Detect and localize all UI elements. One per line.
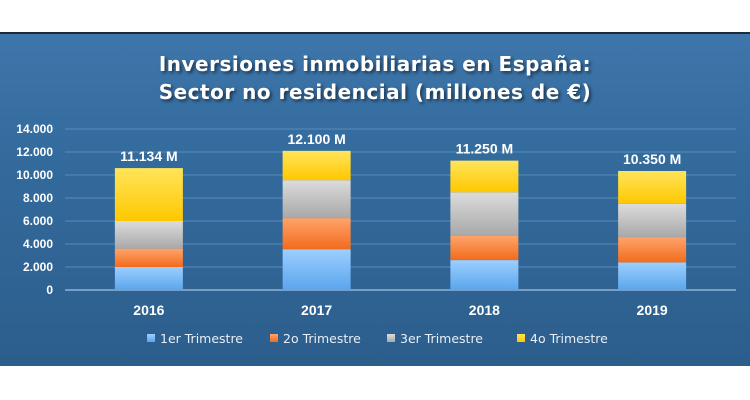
legend-label: 1er Trimestre	[160, 331, 243, 346]
y-tick-label: 10.000	[16, 168, 53, 182]
bar-stack-2018	[450, 160, 519, 290]
y-axis-ticks: 0 2.000 4.000 6.000 8.000 10.000 12.000 14.000	[16, 122, 53, 297]
bar-segment-2016-q1	[114, 267, 183, 290]
bar-segment-2016-q4	[114, 168, 183, 221]
legend-swatch	[517, 334, 525, 342]
legend-label: 3er Trimestre	[400, 331, 483, 346]
bars	[114, 150, 687, 290]
x-axis-ticks: 2016 2017 2018 2019	[133, 302, 668, 318]
x-tick-label: 2016	[133, 302, 164, 318]
legend-item-q4: 4o Trimestre	[517, 331, 608, 346]
bar-segment-2019-q4	[618, 170, 687, 204]
bar-segment-2018-q2	[450, 235, 519, 261]
y-tick-label: 8.000	[23, 191, 53, 205]
chart-title-line1: Inversiones inmobiliarias en España:	[158, 52, 592, 76]
bar-segment-2017-q2	[282, 218, 351, 250]
x-tick-label: 2019	[637, 302, 668, 318]
bar-segment-2016-q3	[114, 221, 183, 249]
bar-segment-2019-q3	[618, 203, 687, 238]
bar-segment-2018-q4	[450, 160, 519, 193]
legend-item-q3: 3er Trimestre	[387, 331, 483, 346]
stacked-bar-chart: 02.0004.0006.0008.00010.00012.00014.000 …	[16, 122, 736, 346]
total-label: 10.350 M	[623, 151, 681, 167]
data-labels: 11.134 M 12.100 M 11.250 M 10.350 M	[120, 131, 681, 167]
y-tick-label: 6.000	[23, 214, 53, 228]
bar-segment-2019-q1	[618, 262, 687, 290]
bar-stack-2016	[114, 168, 183, 290]
legend-label: 4o Trimestre	[530, 331, 608, 346]
legend-swatch	[387, 334, 395, 342]
y-tick-label: 12.000	[16, 145, 53, 159]
bar-segment-2018-q3	[450, 192, 519, 236]
total-label: 11.134 M	[120, 148, 178, 164]
legend-item-q2: 2o Trimestre	[270, 331, 361, 346]
legend-label: 2o Trimestre	[283, 331, 361, 346]
x-tick-label: 2017	[301, 302, 332, 318]
y-tick-label: 14.000	[16, 122, 53, 136]
bar-segment-2018-q1	[450, 260, 519, 290]
total-label: 11.250 M	[456, 141, 514, 157]
legend-swatch	[270, 334, 278, 342]
bar-stack-2019	[618, 170, 687, 290]
x-tick-label: 2018	[469, 302, 500, 318]
chart-title-line2: Sector no residencial (millones de €)	[158, 80, 592, 104]
bar-segment-2019-q2	[618, 237, 687, 263]
y-tick-label: 4.000	[23, 237, 53, 251]
bar-segment-2017-q3	[282, 180, 351, 219]
chart-title: Inversiones inmobiliarias en España: Sec…	[0, 50, 750, 106]
bar-stack-2017	[282, 150, 351, 290]
legend: 1er Trimestre 2o Trimestre 3er Trimestre 4o…	[147, 331, 608, 346]
legend-item-q1: 1er Trimestre	[147, 331, 243, 346]
y-tick-label: 0	[46, 283, 53, 297]
bar-segment-2017-q1	[282, 249, 351, 290]
bar-segment-2017-q4	[282, 150, 351, 181]
bar-segment-2016-q2	[114, 248, 183, 267]
legend-swatch	[147, 334, 155, 342]
total-label: 12.100 M	[287, 131, 345, 147]
y-tick-label: 2.000	[23, 260, 53, 274]
